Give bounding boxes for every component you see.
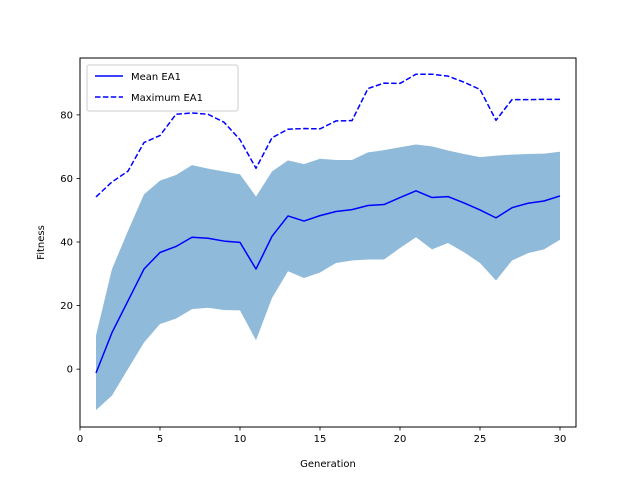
maximum-ea1-line: [95, 73, 560, 198]
y-tick-label: 40: [60, 238, 73, 249]
plot-frame: [79, 57, 577, 428]
x-tick-label: 25: [474, 434, 487, 445]
x-tick-label: 0: [77, 434, 83, 445]
x-tick-label: 5: [157, 434, 163, 445]
x-tick-label: 15: [314, 434, 327, 445]
range-band: [96, 144, 560, 411]
ticks-layer: 0 5 10 15 20 25 30 0 20 40 60 80: [60, 110, 566, 445]
y-tick-label: 0: [67, 365, 73, 376]
x-tick-label: 30: [554, 434, 567, 445]
legend-label-mean: Mean EA1: [131, 72, 181, 83]
y-tick-label: 80: [60, 110, 73, 121]
y-axis-label: Fitness: [36, 225, 47, 260]
legend: Mean EA1 Maximum EA1: [86, 64, 239, 112]
y-tick-label: 20: [60, 301, 73, 312]
mean-ea1-line: [95, 190, 561, 374]
series-layer: [95, 73, 561, 374]
x-axis-label: Generation: [300, 459, 356, 470]
legend-box: [86, 64, 239, 112]
x-tick-label: 10: [234, 434, 247, 445]
y-tick-label: 60: [60, 174, 73, 185]
legend-label-max: Maximum EA1: [131, 93, 203, 104]
x-tick-label: 20: [394, 434, 407, 445]
band-layer: [96, 144, 560, 411]
